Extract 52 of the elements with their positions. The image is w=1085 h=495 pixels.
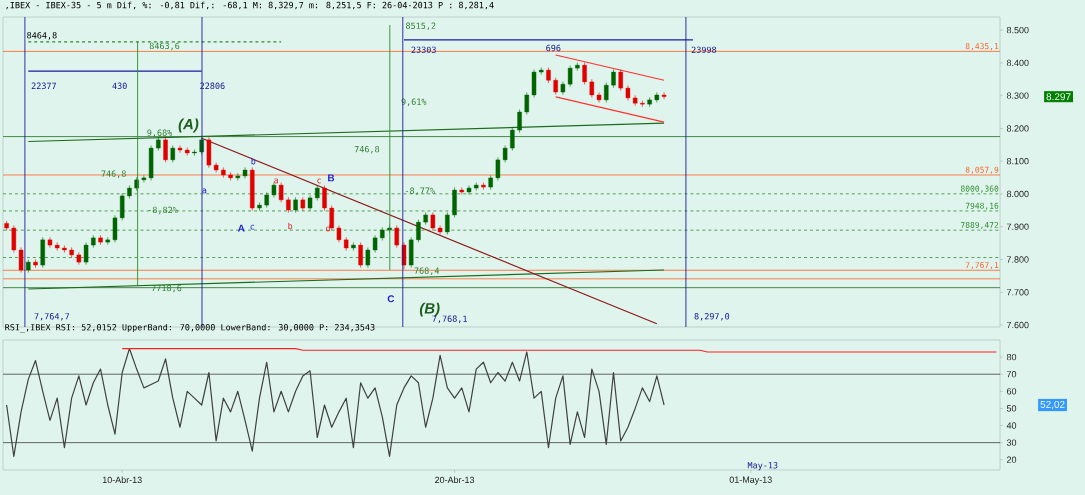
- annotation: 8464,8: [27, 32, 57, 40]
- x-tick-label: 10-Abr-13: [102, 476, 142, 484]
- y-tick-label: 20: [1006, 456, 1017, 463]
- y-tick-label: 7.700: [1006, 289, 1029, 296]
- annotation: (B): [419, 302, 440, 317]
- y-tick-label: 8.400: [1006, 59, 1029, 67]
- annotation: a: [202, 188, 207, 194]
- annotation: 9,68%: [147, 129, 173, 137]
- annotation: 22806: [200, 82, 225, 90]
- y-tick-label: 40: [1006, 422, 1017, 429]
- annotation: d: [326, 224, 330, 232]
- annotation: -8,82%: [148, 206, 178, 215]
- annotation: A: [237, 224, 245, 232]
- y-tick-label: 70: [1006, 371, 1017, 378]
- annotation: b: [288, 222, 293, 230]
- annotation: May-13: [747, 462, 778, 471]
- annotation: -8,77%: [405, 187, 435, 195]
- annotation: 430: [112, 82, 127, 90]
- y-tick-label: 60: [1006, 388, 1017, 395]
- annotation: 696: [546, 44, 561, 52]
- y-tick-label: 8.300: [1006, 92, 1029, 99]
- annotation: C: [387, 295, 395, 303]
- y-tick-label: 8.500: [1006, 26, 1029, 34]
- annotation: 7,768,1: [432, 315, 467, 323]
- y-tick-label: 7.900: [1006, 223, 1029, 230]
- annotation: a: [274, 178, 279, 184]
- y-tick-label: 7.800: [1006, 256, 1029, 263]
- annotation: 7,764,7: [34, 313, 70, 321]
- annotation: 746,8: [101, 170, 126, 178]
- x-tick-label: 20-Abr-13: [435, 476, 475, 484]
- annotation: 22377: [31, 82, 56, 90]
- y-tick-label: 8.200: [1006, 125, 1029, 132]
- y-tick-label: 8.100: [1006, 158, 1029, 165]
- y-tick-label: 30: [1006, 439, 1017, 446]
- annotation: c: [317, 178, 321, 184]
- annotation: 8,297,0: [694, 313, 730, 321]
- y-tick-label: 50: [1006, 405, 1017, 412]
- chart-title: RSI_,IBEX RSI: 52,0152 UpperBand: 70,0000 LowerBand: 30,0000 P: 234,3543: [5, 323, 375, 333]
- annotation: 8515,2: [406, 22, 436, 31]
- annotation: B: [328, 174, 335, 182]
- annotation: c: [250, 224, 255, 230]
- chart-title: ,IBEX - IBEX-35 - 5 m Dif, %: -0,81 Dif,: -68,1 M: 8,329,7 m: 8,251,5 F: 26-04-2013 P : 8,281,4: [6, 1, 494, 10]
- annotation: b: [251, 157, 256, 165]
- y-tick-label: 7.600: [1006, 321, 1029, 329]
- text: 52,02: [1040, 400, 1065, 410]
- text: 8.297: [1046, 93, 1071, 101]
- y-tick-label: 80: [1006, 353, 1017, 361]
- x-tick-label: 01-May-13: [729, 476, 772, 485]
- annotation: 746,8: [354, 145, 380, 154]
- annotation: 8463,6: [149, 42, 180, 51]
- y-tick-label: 8.000: [1006, 190, 1029, 198]
- annotation: (A): [178, 118, 199, 133]
